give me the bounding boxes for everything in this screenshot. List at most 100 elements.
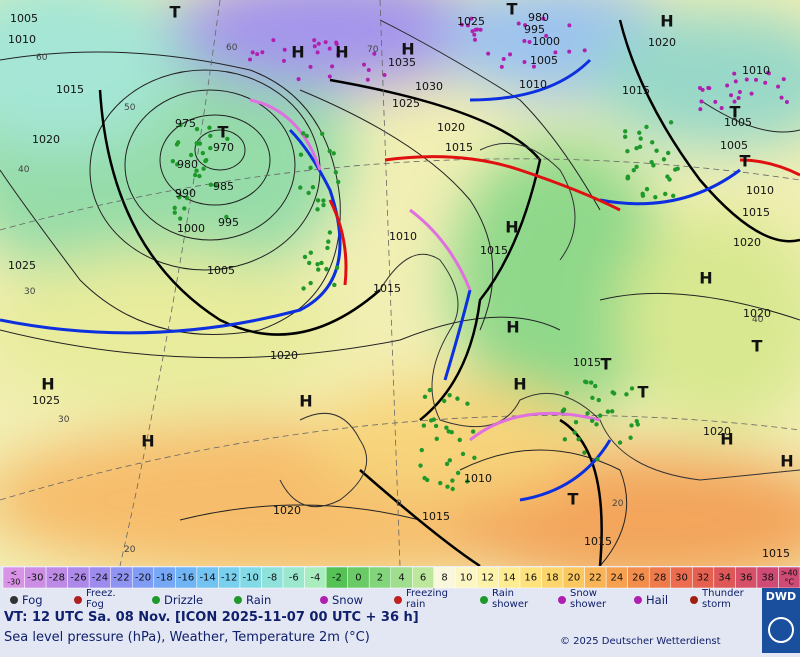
valid-time: VT: 12 UTC Sa. 08 Nov. [ICON 2025-11-07 … xyxy=(4,610,419,625)
rain-dot xyxy=(640,191,645,196)
rain-dot xyxy=(178,122,183,128)
scale-label: -4 xyxy=(310,573,320,584)
rain-dot xyxy=(170,159,176,164)
warm-front xyxy=(739,158,800,177)
snow-dot xyxy=(732,99,737,104)
snow-dot xyxy=(582,48,587,53)
pressure-label: 1020 xyxy=(733,236,761,249)
snow-dot xyxy=(719,105,724,110)
pressure-label: 1020 xyxy=(273,504,301,517)
warm-front xyxy=(328,199,348,286)
graticule xyxy=(0,0,800,566)
snow-dot xyxy=(763,80,768,85)
rain-dot xyxy=(460,451,466,457)
rain-dot xyxy=(445,484,450,489)
legend-label: Snow xyxy=(332,593,363,607)
snow-dot xyxy=(472,37,477,42)
scale-label: 18 xyxy=(546,573,559,584)
scale-label: -22 xyxy=(113,573,129,584)
rain-dot xyxy=(450,486,455,492)
rain-dot xyxy=(421,423,427,428)
snow-dot xyxy=(469,16,474,21)
scale-label: 30 xyxy=(675,573,688,584)
rain-dot xyxy=(321,198,326,203)
legend: Fog Freez.Fog Drizzle Rain Snow FreezingrainR… xyxy=(10,588,745,610)
grid-label: 30 xyxy=(58,415,70,425)
snow-dot xyxy=(700,87,705,92)
snow-dot xyxy=(776,84,781,89)
pressure-label: 1015 xyxy=(762,547,790,560)
pressure-label: 1000 xyxy=(532,35,560,48)
rain-dot xyxy=(331,151,336,156)
cold-front xyxy=(599,168,741,206)
legend-label: rain xyxy=(406,599,425,610)
snow-dot xyxy=(334,40,339,45)
snow-dot xyxy=(516,21,521,26)
rain-dot xyxy=(302,254,308,260)
rain-dot xyxy=(178,216,183,221)
scale-label: 26 xyxy=(632,573,645,584)
snow-dot xyxy=(499,64,504,69)
pressure-label: 1005 xyxy=(207,264,235,277)
snow-dot xyxy=(470,29,475,34)
rain-dot xyxy=(573,420,579,425)
rain-dot xyxy=(671,193,676,199)
rain-dot xyxy=(634,164,639,170)
rain-dot xyxy=(668,120,674,125)
scale-label: 32 xyxy=(697,573,710,584)
rain-dot xyxy=(560,408,566,414)
rain-dot xyxy=(593,383,598,389)
temperature-field xyxy=(0,0,800,566)
rain-dot xyxy=(208,182,214,187)
snow-dot xyxy=(248,57,253,62)
pressure-label: 1020 xyxy=(32,133,60,146)
rain-dot xyxy=(316,267,321,272)
rain-dot xyxy=(447,458,453,463)
rain-dot xyxy=(653,194,658,200)
snow-dot xyxy=(260,50,265,55)
snow-dot xyxy=(323,40,328,45)
pressure-label: 1010 xyxy=(8,33,36,46)
snow-dot xyxy=(527,39,532,44)
rain-dot xyxy=(650,140,655,145)
rain-dot xyxy=(428,418,434,423)
snow-dot xyxy=(784,99,789,104)
rain-dot xyxy=(201,166,206,171)
pressure-label: 995 xyxy=(218,216,239,229)
pressure-center: H xyxy=(141,432,154,451)
pressure-label: 1015 xyxy=(373,282,401,295)
legend-label: storm xyxy=(702,599,731,610)
rain-dot xyxy=(644,124,649,130)
snow-dot xyxy=(706,85,711,90)
rain-dot xyxy=(447,393,452,398)
pressure-label: 1005 xyxy=(10,12,38,25)
rain-dot xyxy=(634,418,639,424)
bold-isobars xyxy=(98,19,800,566)
pressure-label: 1020 xyxy=(648,36,676,49)
grid-label: 70 xyxy=(367,45,379,55)
rain-dot xyxy=(315,261,320,267)
scale-label: -18 xyxy=(156,573,172,584)
snow-dot xyxy=(365,77,370,82)
grid-label: 0 xyxy=(396,499,402,509)
rain-dot xyxy=(310,184,316,190)
legend-label: Rain xyxy=(246,593,271,607)
pressure-center: H xyxy=(505,218,518,237)
snow-dot xyxy=(282,47,287,52)
pressure-label: 1015 xyxy=(573,356,601,369)
scale-label: -8 xyxy=(267,573,277,584)
rain-dot xyxy=(625,149,630,154)
snow-dot xyxy=(522,59,527,64)
snow-dot xyxy=(522,38,527,43)
snow-dot xyxy=(250,50,255,55)
pressure-label: 1000 xyxy=(177,222,205,235)
pressure-label: 1025 xyxy=(8,259,36,272)
snow-dot xyxy=(713,99,718,104)
rain-dot xyxy=(425,477,430,483)
snow-dot xyxy=(781,77,786,82)
legend-icon xyxy=(234,596,242,604)
rain-dot xyxy=(654,148,659,153)
rain-dot xyxy=(572,430,577,435)
rain-dot xyxy=(207,125,212,130)
grid-label: 30 xyxy=(24,287,36,297)
